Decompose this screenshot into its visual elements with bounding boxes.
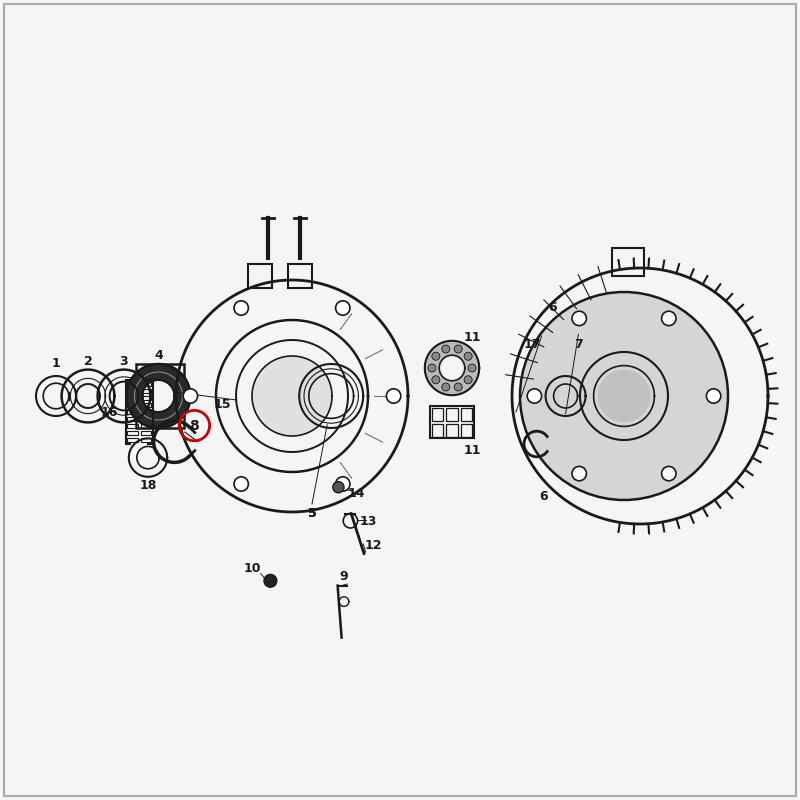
- Bar: [127, 396, 138, 400]
- Bar: [136, 364, 184, 428]
- Circle shape: [662, 466, 676, 481]
- Circle shape: [234, 301, 248, 315]
- Circle shape: [572, 466, 586, 481]
- Polygon shape: [126, 364, 190, 428]
- Text: 8: 8: [190, 418, 199, 433]
- Text: 16: 16: [101, 406, 118, 418]
- Circle shape: [468, 364, 476, 372]
- Circle shape: [264, 574, 277, 587]
- Text: 15: 15: [214, 398, 231, 410]
- Text: 11: 11: [463, 331, 481, 344]
- Circle shape: [520, 292, 728, 500]
- Bar: [141, 410, 151, 414]
- Text: 10: 10: [244, 562, 262, 574]
- Circle shape: [183, 389, 198, 403]
- Circle shape: [252, 356, 332, 436]
- Text: 13: 13: [359, 515, 377, 528]
- Bar: [430, 406, 474, 438]
- Bar: [127, 424, 138, 428]
- Text: 17: 17: [523, 338, 541, 350]
- Bar: [612, 248, 644, 276]
- Text: 9: 9: [340, 570, 348, 582]
- Text: 14: 14: [347, 487, 365, 500]
- Bar: [248, 264, 272, 288]
- Bar: [127, 382, 138, 386]
- Circle shape: [706, 389, 721, 403]
- Bar: [141, 424, 151, 428]
- Bar: [141, 382, 151, 386]
- Circle shape: [454, 383, 462, 391]
- Bar: [432, 408, 443, 421]
- Text: 6: 6: [539, 490, 547, 503]
- Circle shape: [464, 376, 472, 384]
- Text: 2: 2: [84, 355, 92, 368]
- Bar: [127, 431, 138, 435]
- Circle shape: [432, 352, 440, 360]
- Text: 18: 18: [139, 479, 157, 492]
- Circle shape: [432, 376, 440, 384]
- Text: 7: 7: [574, 338, 582, 350]
- Bar: [461, 424, 472, 437]
- Bar: [127, 403, 138, 407]
- Bar: [141, 438, 151, 442]
- Bar: [446, 424, 458, 437]
- Circle shape: [572, 311, 586, 326]
- Text: 5: 5: [308, 507, 316, 520]
- Bar: [127, 438, 138, 442]
- Circle shape: [598, 370, 650, 422]
- Text: 11: 11: [463, 444, 481, 457]
- Circle shape: [442, 383, 450, 391]
- Bar: [141, 396, 151, 400]
- Bar: [127, 410, 138, 414]
- Bar: [141, 403, 151, 407]
- Bar: [141, 431, 151, 435]
- Circle shape: [336, 301, 350, 315]
- Bar: [141, 417, 151, 421]
- Circle shape: [428, 364, 436, 372]
- Bar: [127, 417, 138, 421]
- Bar: [127, 389, 138, 393]
- Circle shape: [234, 477, 248, 491]
- Bar: [461, 408, 472, 421]
- Bar: [432, 424, 443, 437]
- Polygon shape: [425, 341, 479, 395]
- Circle shape: [335, 477, 350, 491]
- Circle shape: [464, 352, 472, 360]
- Circle shape: [442, 345, 450, 353]
- Bar: [446, 408, 458, 421]
- Text: 12: 12: [365, 539, 382, 552]
- Text: 3: 3: [120, 355, 128, 368]
- Text: 5: 5: [308, 507, 316, 520]
- Text: 1: 1: [52, 358, 60, 370]
- Circle shape: [386, 389, 401, 403]
- Circle shape: [662, 311, 676, 326]
- Circle shape: [454, 345, 462, 353]
- Circle shape: [527, 389, 542, 403]
- Text: 6: 6: [549, 301, 557, 314]
- Text: 4: 4: [154, 350, 162, 362]
- Bar: [288, 264, 312, 288]
- Bar: [141, 389, 151, 393]
- Circle shape: [333, 482, 344, 493]
